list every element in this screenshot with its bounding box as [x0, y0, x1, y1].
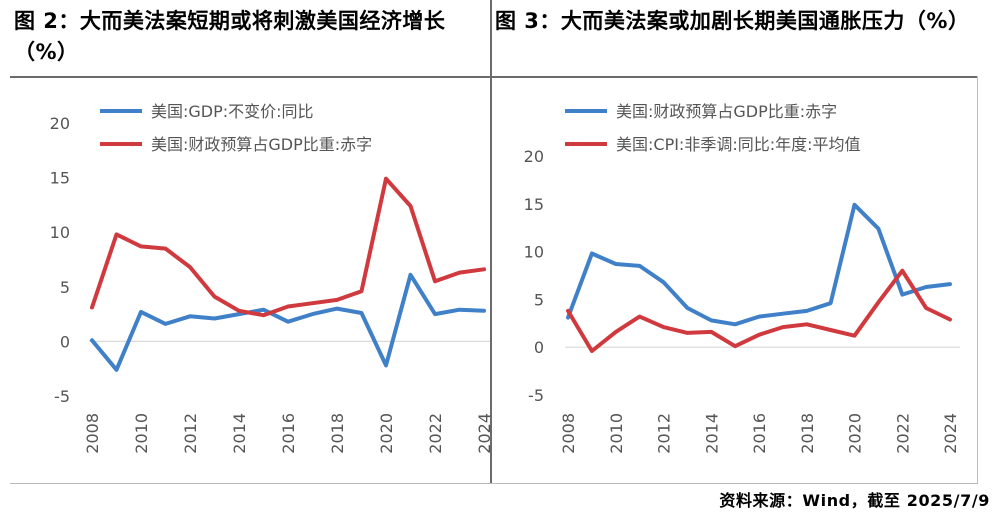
chart-panel-cpi: 图 3：大而美法案或加剧长期美国通胀压力（%） -5 0 5 10 15 20 2008 20…	[491, 0, 978, 484]
chart-panel-gdp: 图 2：大而美法案短期或将刺激美国经济增长（%） -5 0 5 10 15 20 2008 2…	[10, 0, 491, 484]
x-tick-label: 2020	[846, 413, 865, 454]
x-tick-label: 2018	[798, 413, 817, 454]
x-tick-label: 2018	[328, 413, 347, 454]
chart-title: 图 3：大而美法案或加剧长期美国通胀压力（%）	[495, 9, 970, 33]
y-tick-label: 15	[524, 195, 544, 214]
y-tick-label: -5	[54, 387, 70, 406]
series-line-1	[90, 176, 486, 318]
x-tick-label: 2008	[83, 413, 102, 454]
y-tick-label: 10	[524, 243, 544, 262]
x-tick-label: 2016	[750, 413, 769, 454]
legend-label: 美国:GDP:不变价:同比	[151, 102, 314, 121]
legend-label: 美国:财政预算占GDP比重:赤字	[616, 102, 837, 121]
frame-edge	[977, 76, 978, 484]
x-tick-label: 2014	[702, 413, 721, 454]
x-tick-label: 2012	[655, 413, 674, 454]
x-tick-label: 2024	[475, 413, 491, 454]
x-tick-label: 2022	[426, 413, 445, 454]
x-tick-label: 2022	[893, 413, 912, 454]
frame-bottom	[10, 483, 978, 484]
x-tick-label: 2024	[941, 413, 960, 454]
x-tick-label: 2016	[279, 413, 298, 454]
x-tick-label: 2014	[230, 413, 249, 454]
series-line-1	[566, 268, 952, 353]
gdp-deficit-line-chart: -5 0 5 10 15 20 2008 2010 2012 2014 2016 2018 2020 20…	[50, 102, 491, 454]
y-tick-label: 5	[60, 278, 70, 297]
source-note: 资料来源：Wind，截至 2025/7/9	[719, 491, 990, 510]
y-tick-label: -5	[528, 386, 544, 405]
legend-label: 美国:CPI:非季调:同比:年度:平均值	[616, 135, 861, 154]
legend-label: 美国:财政预算占GDP比重:赤字	[151, 135, 372, 154]
chart-title: 图 2：大而美法案短期或将刺激美国经济增长（%）	[14, 9, 446, 64]
series-line-0	[90, 272, 486, 372]
y-tick-label: 0	[60, 332, 70, 351]
series-line-0	[566, 202, 952, 327]
x-tick-label: 2020	[377, 413, 396, 454]
y-tick-label: 15	[50, 169, 70, 188]
y-tick-label: 5	[534, 290, 544, 309]
x-tick-label: 2012	[181, 413, 200, 454]
y-tick-label: 10	[50, 223, 70, 242]
y-tick-label: 20	[524, 147, 544, 166]
x-tick-label: 2010	[607, 413, 626, 454]
y-tick-label: 20	[50, 114, 70, 133]
y-tick-label: 0	[534, 338, 544, 357]
x-tick-label: 2010	[132, 413, 151, 454]
title-divider	[10, 76, 491, 78]
panel-divider	[490, 0, 492, 484]
x-tick-label: 2008	[559, 413, 578, 454]
deficit-cpi-line-chart: -5 0 5 10 15 20 2008 2010 2012 2014 2016 2018 2020 20…	[524, 102, 960, 454]
title-divider	[491, 76, 978, 78]
